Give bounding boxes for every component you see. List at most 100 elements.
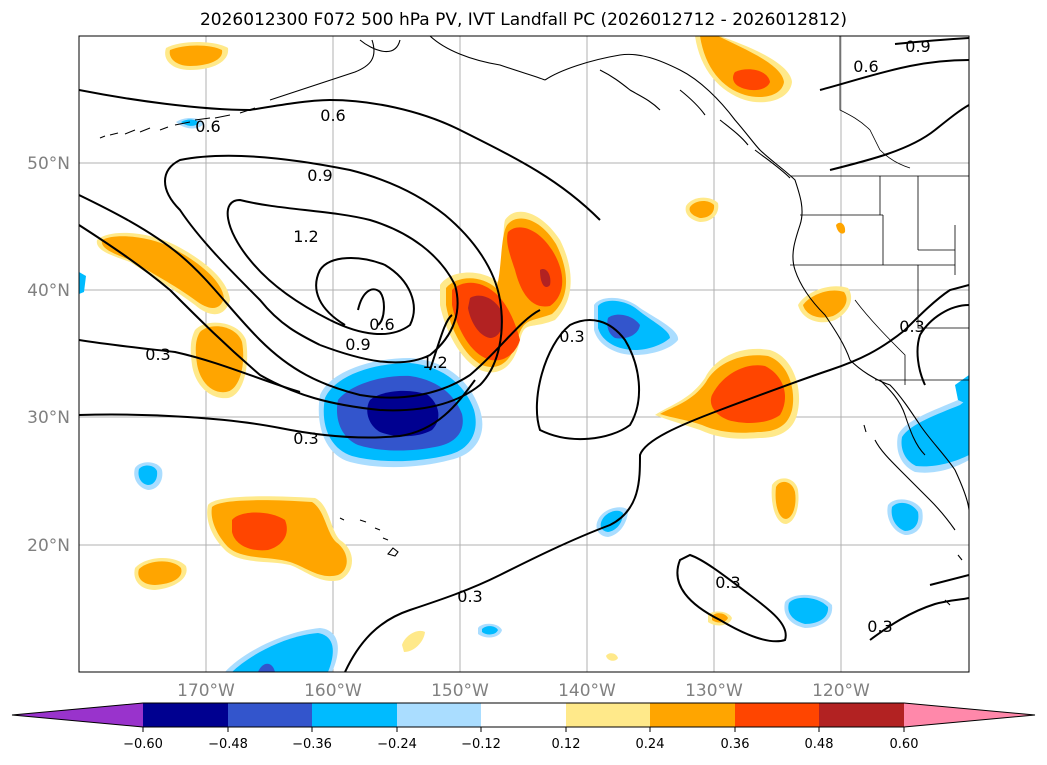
colorbar-tick-label: −0.48 [208,737,248,752]
shade-region [232,512,287,551]
shade-region [138,465,158,485]
lat-label: 20°N [27,536,70,556]
contour-line [79,413,401,439]
colorbar-tick-label: 0.12 [552,737,581,752]
contour-label: 0.3 [457,587,482,606]
contour-lines [79,37,969,672]
shade-region [606,653,618,661]
map-panel: 0.6 0.6 0.6 0.9 0.9 1.2 0.6 0.9 1.2 0.3 … [27,35,970,701]
shade-region [402,630,425,652]
colorbar-tick-label: −0.24 [377,737,417,752]
colorbar-extend-left [12,703,143,727]
colorbar-segment [312,703,397,727]
contour-line [344,284,969,672]
contour-line [819,59,969,91]
lat-label: 40°N [27,281,70,301]
contour-line [929,574,969,586]
shade-region [955,375,969,405]
map-frame [78,35,970,673]
colorbar-segment [397,703,481,727]
colorbar-tick-label: 0.24 [636,737,665,752]
shade-region [79,272,86,294]
contour-label: 0.3 [899,317,924,336]
colorbar-tick-label: −0.36 [292,737,332,752]
contour-line [79,154,503,412]
contour-line [399,314,476,437]
contour-line [79,339,301,393]
contour-label: 0.3 [145,345,170,364]
contour-label: 1.2 [293,227,318,246]
contour-line [894,37,969,45]
shade-region [138,561,182,585]
shade-region [367,390,439,437]
latitude-labels: 50°N 40°N 30°N 20°N [27,154,70,556]
shade-region [169,45,223,66]
shade-region [181,119,199,126]
shade-region [540,269,551,288]
contour-label: 0.3 [715,573,740,592]
shade-region [775,481,796,519]
contour-label: 0.9 [345,335,370,354]
border-alaska-canada [839,36,911,169]
lon-label: 130°W [685,681,743,701]
colorbar: −0.60 −0.48 −0.36 −0.24 −0.12 0.12 0.24 … [11,702,1036,752]
shade-region [836,222,846,234]
shade-region [258,663,275,672]
shade-region [710,365,785,423]
contour-label: 0.6 [369,315,394,334]
contour-label: 1.2 [422,353,447,372]
lon-label: 150°W [431,681,489,701]
contour-line [829,104,969,171]
lon-label: 160°W [304,681,362,701]
political-borders [790,36,969,385]
contour-label: 0.6 [853,57,878,76]
longitude-labels: 170°W 160°W 150°W 140°W 130°W 120°W [177,681,870,701]
colorbar-segment [228,703,312,727]
contour-label: 0.6 [320,106,345,125]
shade-region [101,236,224,308]
contour-label: 0.9 [307,166,332,185]
contour-label: 0.6 [195,117,220,136]
shade-region [195,326,244,393]
colorbar-segment [819,703,904,727]
contour-line [676,553,787,643]
colorbar-segment [481,703,566,727]
colorbar-segment [735,703,819,727]
shade-region [689,201,715,218]
lat-label: 30°N [27,408,70,428]
contour-label: 0.3 [293,429,318,448]
shade-region [232,633,333,672]
colorbar-segment [650,703,735,727]
contour-line [79,194,541,399]
coastline-alaska-panhandle [599,69,791,179]
contour-line [226,198,459,364]
shade-region [788,597,829,624]
lon-label: 120°W [812,681,870,701]
shade-region [712,613,728,623]
lon-label: 170°W [177,681,235,701]
colorbar-tick-label: 0.60 [890,737,919,752]
shade-region [733,69,770,91]
border-california-nevada [854,299,906,385]
contour-line [315,257,415,336]
contour-label: 0.3 [867,617,892,636]
map-content [79,36,969,672]
contour-line [916,304,969,386]
hawaiian-islands [339,517,399,557]
state-borders [790,176,969,329]
colorbar-segment [566,703,650,727]
shade-region [468,295,503,338]
colorbar-tick-label: 0.48 [805,737,834,752]
shade-region [607,314,640,339]
contour-line [79,89,601,221]
shade-region [482,626,498,635]
contour-line [869,597,969,641]
lon-label: 140°W [558,681,616,701]
contour-label: 0.3 [559,327,584,346]
coastlines [99,36,969,606]
contour-label: 0.9 [905,37,930,56]
contour-labels: 0.6 0.6 0.6 0.9 0.9 1.2 0.6 0.9 1.2 0.3 … [145,37,930,636]
colorbar-tick-marks [142,727,905,732]
contour-line [535,319,641,441]
